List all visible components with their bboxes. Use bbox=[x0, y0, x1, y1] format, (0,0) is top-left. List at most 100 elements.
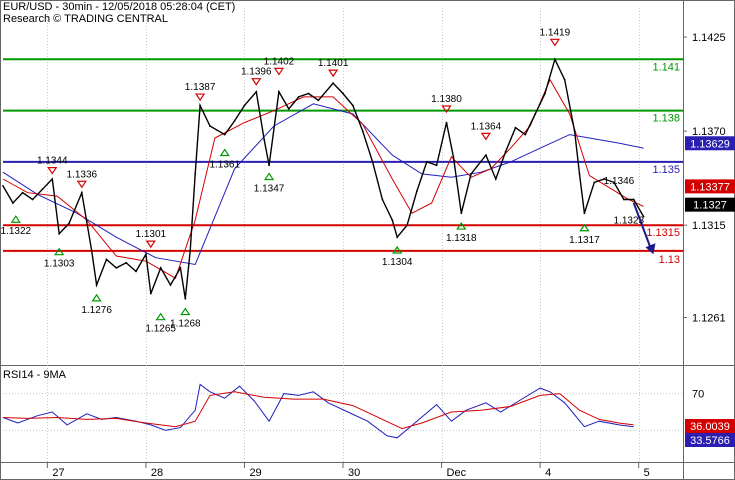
price-point bbox=[563, 78, 566, 81]
swing-low-label: 1.1303 bbox=[44, 259, 75, 270]
price-point bbox=[255, 90, 258, 93]
level-label: 1.138 bbox=[652, 113, 680, 125]
price-point bbox=[623, 198, 625, 201]
swing-high-marker bbox=[145, 240, 156, 249]
price-point bbox=[184, 297, 187, 300]
x-axis: 27 28 29 30 Dec 4 5 bbox=[46, 463, 650, 479]
swing-high-label: 1.1419 bbox=[540, 27, 571, 38]
price-point bbox=[632, 198, 635, 201]
price-point bbox=[287, 108, 290, 110]
price-point bbox=[435, 164, 438, 167]
level-label: 1.1315 bbox=[646, 227, 680, 239]
price-point bbox=[396, 236, 399, 239]
rsi-title: RSI14 - 9MA bbox=[3, 369, 67, 381]
swing-high-label: 1.1344 bbox=[37, 156, 68, 167]
swing-low-marker bbox=[180, 307, 191, 316]
price-point bbox=[416, 190, 418, 192]
price-tag-label: 1.13629 bbox=[690, 138, 730, 150]
price-point bbox=[603, 178, 606, 180]
swing-high-label: 1.1380 bbox=[431, 94, 462, 105]
level-lines: 1.141 1.138 1.135 1.1315 1.13 bbox=[3, 58, 683, 266]
price-tag-box bbox=[685, 197, 735, 212]
x-tick-label: 4 bbox=[545, 467, 551, 479]
price-point bbox=[199, 104, 202, 107]
price-point bbox=[68, 222, 70, 225]
swing-high-label: 1.1301 bbox=[136, 229, 167, 240]
price-point bbox=[115, 267, 118, 269]
price-point bbox=[642, 215, 645, 218]
y-tick-label: 1.1425 bbox=[692, 32, 726, 44]
swing-high-label: 1.1401 bbox=[318, 58, 349, 69]
level-label: 1.13 bbox=[659, 254, 680, 266]
price-point bbox=[371, 161, 374, 163]
price-point bbox=[21, 191, 24, 194]
swing-low-marker bbox=[219, 148, 230, 157]
price-point bbox=[12, 202, 14, 204]
y-tick-label: 1.1261 bbox=[692, 313, 726, 325]
price-point bbox=[460, 212, 463, 215]
swing-high-label: 1.1396 bbox=[241, 67, 272, 78]
price-point bbox=[578, 173, 581, 175]
price-series bbox=[2, 57, 645, 300]
price-tag-label: 1.13377 bbox=[690, 181, 730, 193]
price-point bbox=[485, 154, 487, 157]
swing-annotations: 1.1344 1.1336 1.1322 1.1303 1.1276 1.1301 1.12… bbox=[1, 27, 645, 334]
x-tick-label: 5 bbox=[644, 467, 650, 479]
x-tick-label: Dec bbox=[447, 467, 467, 479]
price-point bbox=[307, 92, 310, 95]
swing-low-marker bbox=[91, 293, 102, 302]
ma-slow-series bbox=[2, 103, 644, 266]
swing-low-label: 1.1268 bbox=[170, 319, 201, 330]
price-point bbox=[494, 178, 497, 180]
swing-low-marker bbox=[579, 223, 590, 232]
price-point bbox=[58, 232, 61, 235]
price-point bbox=[470, 173, 472, 175]
ma_slow-line bbox=[2, 103, 644, 266]
swing-low-label: 1.1347 bbox=[254, 183, 285, 194]
price-point bbox=[524, 133, 527, 136]
y-tick-label: 1.1315 bbox=[692, 220, 726, 232]
swing-high-marker bbox=[251, 78, 262, 86]
swing-low-label: 1.1276 bbox=[81, 305, 112, 316]
price-point bbox=[361, 130, 364, 133]
ma-fast-series bbox=[2, 78, 644, 279]
price-line bbox=[2, 57, 645, 299]
price-point bbox=[504, 150, 507, 153]
rsi_ma-line bbox=[2, 391, 634, 430]
price-point bbox=[445, 121, 448, 124]
swing-high-marker bbox=[549, 38, 561, 47]
price-point bbox=[342, 92, 344, 95]
swing-low-label: 1.1317 bbox=[569, 235, 600, 246]
x-tick-label: 29 bbox=[249, 467, 261, 479]
x-tick-label: 27 bbox=[52, 467, 64, 479]
swing-high-marker bbox=[273, 67, 285, 76]
rsi-tag-box bbox=[685, 433, 735, 447]
price-point bbox=[169, 284, 172, 286]
forecast-arrow-shaft bbox=[632, 202, 653, 251]
swing-low-marker bbox=[263, 172, 275, 181]
price-point bbox=[209, 125, 211, 127]
price-point bbox=[544, 92, 546, 95]
rsi-line bbox=[2, 383, 634, 439]
price-point bbox=[391, 219, 394, 222]
swing-high-marker bbox=[328, 69, 339, 78]
price-point bbox=[263, 138, 266, 141]
price-point bbox=[189, 249, 192, 252]
price-point bbox=[332, 82, 334, 85]
level-label: 1.141 bbox=[652, 61, 680, 73]
price-tag-box bbox=[685, 136, 735, 151]
rsi-tag-label: 36.0039 bbox=[690, 421, 730, 433]
price-point bbox=[514, 126, 517, 129]
x-tick-label: 30 bbox=[348, 467, 360, 479]
price-point bbox=[51, 178, 54, 180]
forecast-arrow bbox=[632, 202, 656, 255]
price-point bbox=[90, 249, 93, 252]
price-point bbox=[31, 198, 34, 201]
swing-high-label: 1.1364 bbox=[471, 121, 502, 132]
price-point bbox=[105, 258, 108, 261]
swing-high-marker bbox=[47, 166, 58, 175]
swing-low-marker bbox=[155, 312, 166, 321]
